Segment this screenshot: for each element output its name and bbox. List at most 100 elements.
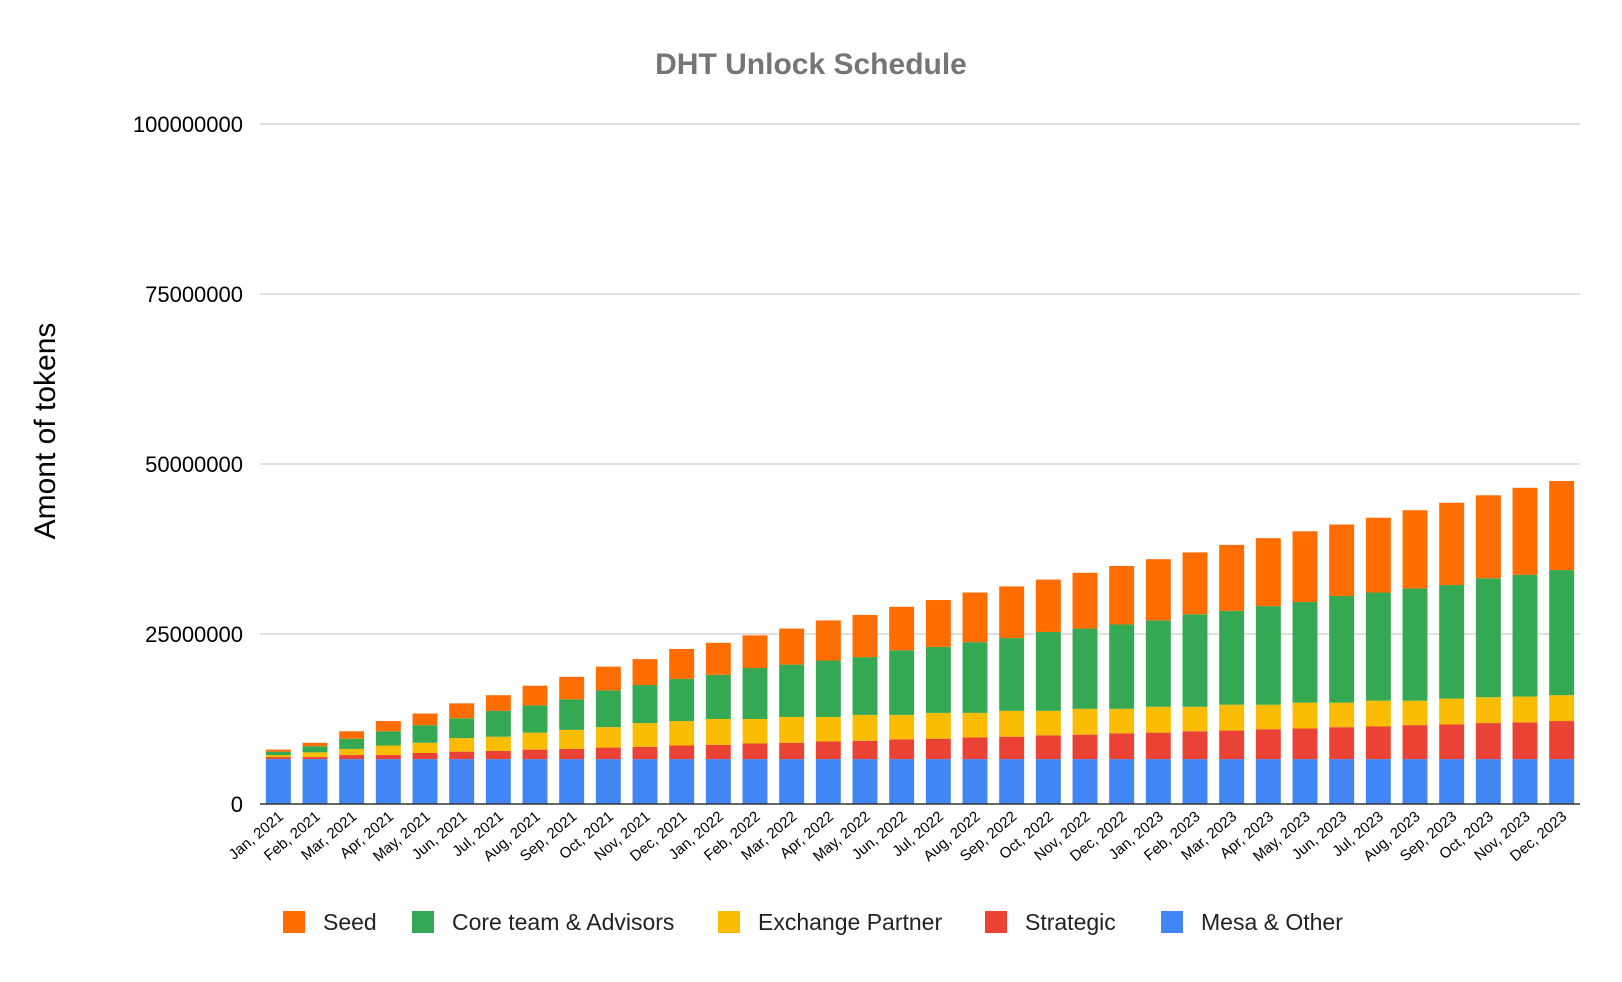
bar-segment-core-team-advisors bbox=[1219, 610, 1245, 705]
bar-segment-core-team-advisors bbox=[1109, 624, 1135, 709]
bar-segment-exchange-partner bbox=[1145, 706, 1171, 733]
bar-segment-core-team-advisors bbox=[669, 678, 695, 722]
y-tick-label: 100000000 bbox=[133, 112, 243, 137]
legend-item-core-team-advisors[interactable]: Core team & Advisors bbox=[412, 909, 674, 935]
bar-segment-mesa-other bbox=[1292, 759, 1318, 804]
bar-segment-mesa-other bbox=[1329, 759, 1355, 804]
legend-item-exchange-partner[interactable]: Exchange Partner bbox=[718, 909, 942, 935]
bar-segment-seed bbox=[1512, 487, 1538, 575]
legend-label: Strategic bbox=[1025, 909, 1116, 935]
bar-segment-seed bbox=[1549, 481, 1575, 571]
bar-segment-core-team-advisors bbox=[1365, 592, 1391, 701]
bar-segment-strategic bbox=[485, 750, 511, 760]
bar-segment-strategic bbox=[632, 746, 658, 760]
bar-segment-exchange-partner bbox=[1109, 708, 1135, 734]
bar-segment-seed bbox=[1439, 502, 1465, 586]
bar-segment-mesa-other bbox=[1109, 759, 1135, 804]
bar-segment-seed bbox=[779, 628, 805, 665]
bar-segment-exchange-partner bbox=[302, 752, 328, 758]
bar-segment-seed bbox=[1292, 531, 1318, 603]
bar-segment-mesa-other bbox=[412, 759, 438, 804]
bar-segment-core-team-advisors bbox=[852, 657, 878, 715]
bar-segment-strategic bbox=[302, 757, 328, 760]
bar-segment-exchange-partner bbox=[1219, 704, 1245, 731]
legend-swatch bbox=[718, 911, 740, 933]
bar-segment-exchange-partner bbox=[595, 727, 621, 748]
bar-segment-core-team-advisors bbox=[1035, 631, 1061, 711]
bar-segment-mesa-other bbox=[779, 759, 805, 804]
bar-segment-mesa-other bbox=[1145, 759, 1171, 804]
bar-segment-exchange-partner bbox=[559, 729, 585, 749]
bar-segment-seed bbox=[1329, 524, 1355, 596]
bar-segment-mesa-other bbox=[669, 759, 695, 804]
bar-segment-seed bbox=[999, 586, 1025, 639]
bar-segment-core-team-advisors bbox=[1402, 588, 1428, 701]
bar-segment-seed bbox=[1109, 566, 1135, 625]
bar-segment-mesa-other bbox=[889, 759, 915, 804]
legend-item-strategic[interactable]: Strategic bbox=[985, 909, 1116, 935]
bar-segment-exchange-partner bbox=[375, 745, 401, 756]
bar-segment-mesa-other bbox=[375, 759, 401, 804]
bar-segment-core-team-advisors bbox=[559, 699, 585, 730]
bar-segment-strategic bbox=[1219, 730, 1245, 760]
bar-segment-mesa-other bbox=[559, 759, 585, 804]
bar-segment-core-team-advisors bbox=[632, 685, 658, 724]
bar-segment-core-team-advisors bbox=[742, 668, 768, 719]
bar-segment-mesa-other bbox=[1219, 759, 1245, 804]
bar-segment-strategic bbox=[999, 736, 1025, 760]
bar-segment-strategic bbox=[705, 744, 731, 760]
bar-segment-exchange-partner bbox=[1402, 700, 1428, 726]
bar-segment-seed bbox=[1035, 579, 1061, 632]
bar-segment-exchange-partner bbox=[1292, 702, 1318, 729]
bar-segment-mesa-other bbox=[1072, 759, 1098, 804]
bar-segment-seed bbox=[302, 742, 328, 747]
bar-segment-seed bbox=[559, 676, 585, 700]
bar-segment-strategic bbox=[1402, 725, 1428, 760]
bar-segment-strategic bbox=[339, 755, 365, 760]
bar-segment-core-team-advisors bbox=[1255, 606, 1281, 705]
legend-item-seed[interactable]: Seed bbox=[283, 909, 377, 935]
bar-segment-core-team-advisors bbox=[1145, 620, 1171, 707]
bar-segment-core-team-advisors bbox=[1439, 585, 1465, 699]
y-axis-ticks: 0 25000000 50000000 75000000 100000000 bbox=[133, 112, 243, 817]
bar-segment-core-team-advisors bbox=[1329, 595, 1355, 703]
bar-segment-seed bbox=[449, 703, 475, 719]
bar-segment-mesa-other bbox=[742, 759, 768, 804]
bar-segment-strategic bbox=[595, 747, 621, 760]
bar-segment-seed bbox=[815, 620, 841, 661]
bar-segment-exchange-partner bbox=[925, 712, 951, 739]
bar-segment-strategic bbox=[669, 745, 695, 760]
bar-segment-strategic bbox=[1255, 729, 1281, 760]
bar-segment-seed bbox=[1182, 552, 1208, 615]
bar-segment-seed bbox=[1072, 572, 1098, 629]
bar-segment-seed bbox=[742, 635, 768, 668]
bar-segment-core-team-advisors bbox=[412, 725, 438, 743]
bar-segment-seed bbox=[522, 685, 548, 706]
bar-segment-core-team-advisors bbox=[1475, 578, 1501, 698]
bar-segment-strategic bbox=[742, 743, 768, 760]
bar-segment-core-team-advisors bbox=[302, 746, 328, 753]
bar-segment-seed bbox=[852, 614, 878, 658]
bar-segment-mesa-other bbox=[962, 759, 988, 804]
bar-segment-core-team-advisors bbox=[999, 638, 1025, 711]
bar-segment-mesa-other bbox=[1439, 759, 1465, 804]
legend[interactable]: Seed Core team & Advisors Exchange Partner… bbox=[283, 909, 1343, 935]
bar-segment-strategic bbox=[1329, 727, 1355, 760]
bar-segment-exchange-partner bbox=[1072, 708, 1098, 735]
bar-segment-exchange-partner bbox=[339, 748, 365, 756]
bar-segment-exchange-partner bbox=[632, 723, 658, 747]
bar-segment-strategic bbox=[1439, 724, 1465, 760]
bar-segment-seed bbox=[375, 721, 401, 732]
bar-segment-seed bbox=[1255, 538, 1281, 607]
bar-segment-core-team-advisors bbox=[705, 674, 731, 719]
bar-segment-strategic bbox=[1475, 723, 1501, 760]
legend-item-mesa-other[interactable]: Mesa & Other bbox=[1161, 909, 1343, 935]
bars bbox=[265, 481, 1575, 804]
bar-segment-seed bbox=[705, 642, 731, 675]
bar-segment-strategic bbox=[962, 737, 988, 760]
bar-segment-strategic bbox=[1109, 733, 1135, 760]
bar-segment-exchange-partner bbox=[669, 721, 695, 746]
bar-segment-seed bbox=[925, 600, 951, 647]
